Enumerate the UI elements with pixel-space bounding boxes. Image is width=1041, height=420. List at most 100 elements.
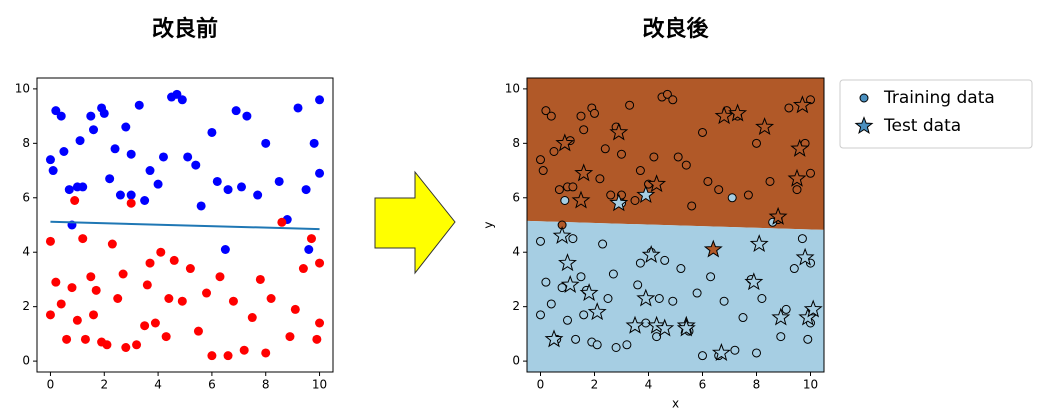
data-point xyxy=(261,348,271,358)
y-axis-label: y xyxy=(482,221,496,228)
test-point xyxy=(641,244,661,263)
legend-marker xyxy=(854,116,874,135)
data-point xyxy=(177,296,187,306)
data-point xyxy=(579,125,589,135)
y-tick-label: 10 xyxy=(15,81,30,95)
legend-box xyxy=(839,79,1033,149)
data-point xyxy=(64,185,74,195)
x-tick-label: 10 xyxy=(312,378,327,392)
data-point xyxy=(91,285,101,295)
data-point xyxy=(549,147,559,156)
data-point xyxy=(164,294,174,303)
y-tick-label: 2 xyxy=(22,299,30,313)
data-point xyxy=(784,103,794,113)
data-point xyxy=(169,255,179,265)
data-point xyxy=(86,272,96,282)
data-point xyxy=(75,136,85,146)
data-point xyxy=(126,149,136,159)
data-point xyxy=(266,294,276,303)
plot-frame xyxy=(526,77,825,373)
data-point xyxy=(86,111,96,121)
data-point xyxy=(105,174,115,184)
x-tick-label: 4 xyxy=(154,378,162,392)
data-point xyxy=(132,340,142,350)
data-point xyxy=(274,176,284,186)
data-point xyxy=(541,106,551,116)
data-point xyxy=(220,245,230,254)
data-point xyxy=(554,185,564,195)
data-point xyxy=(579,310,589,320)
data-point xyxy=(107,239,117,249)
x-tick-label: 6 xyxy=(699,378,707,392)
data-point xyxy=(676,264,686,274)
data-point xyxy=(536,155,545,165)
y-tick-label: 8 xyxy=(22,136,30,150)
y-tick-label: 10 xyxy=(505,81,520,95)
data-point xyxy=(89,310,99,320)
data-point xyxy=(652,332,662,342)
data-point xyxy=(649,152,659,162)
test-point xyxy=(703,239,723,258)
arrow xyxy=(374,170,456,275)
data-point xyxy=(806,168,815,178)
test-point xyxy=(676,318,696,337)
data-point xyxy=(223,351,233,361)
data-point xyxy=(261,138,271,148)
data-point xyxy=(212,176,222,186)
x-tick-label: 0 xyxy=(47,378,55,392)
x-tick-label: 8 xyxy=(262,378,270,392)
data-point xyxy=(538,166,548,176)
data-point xyxy=(207,351,217,361)
data-point xyxy=(193,326,203,336)
data-point xyxy=(59,147,69,156)
test-point xyxy=(749,234,769,253)
data-point xyxy=(121,343,131,352)
data-point xyxy=(592,340,602,350)
x-tick-label: 10 xyxy=(803,378,818,392)
data-point xyxy=(134,100,144,110)
data-point xyxy=(719,296,729,306)
test-point xyxy=(790,138,810,157)
legend-label: Test data xyxy=(883,116,961,136)
test-point xyxy=(771,307,791,326)
data-point xyxy=(242,111,252,121)
data-point xyxy=(202,288,212,298)
data-point xyxy=(541,277,551,287)
data-point xyxy=(255,274,265,284)
data-point xyxy=(603,294,613,303)
data-point xyxy=(140,321,150,331)
data-point xyxy=(714,185,724,195)
data-point xyxy=(45,236,55,246)
x-tick-label: 8 xyxy=(753,378,761,392)
data-point xyxy=(668,296,678,306)
data-point xyxy=(600,144,610,154)
data-point xyxy=(153,179,163,189)
data-point xyxy=(571,334,581,344)
data-point xyxy=(62,334,72,344)
y-tick-label: 6 xyxy=(22,190,30,204)
data-point xyxy=(757,294,767,303)
data-point xyxy=(706,272,716,282)
data-point xyxy=(633,280,643,290)
test-point xyxy=(555,133,575,152)
data-point xyxy=(765,176,775,186)
data-point xyxy=(806,95,815,105)
test-point xyxy=(755,117,775,136)
x-tick-label: 6 xyxy=(208,378,216,392)
data-point xyxy=(185,264,195,274)
data-point xyxy=(315,95,325,105)
data-point xyxy=(687,201,697,211)
test-point xyxy=(803,299,823,318)
data-point xyxy=(140,196,150,205)
test-point xyxy=(636,288,656,307)
data-point xyxy=(611,343,621,352)
data-point xyxy=(662,89,672,99)
y-tick-label: 8 xyxy=(512,136,520,150)
x-tick-label: 0 xyxy=(537,378,545,392)
data-point xyxy=(309,138,319,148)
data-point xyxy=(635,166,645,176)
y-tick-label: 0 xyxy=(22,354,30,368)
data-point xyxy=(546,111,556,121)
data-point xyxy=(692,288,702,298)
data-point xyxy=(595,174,605,184)
